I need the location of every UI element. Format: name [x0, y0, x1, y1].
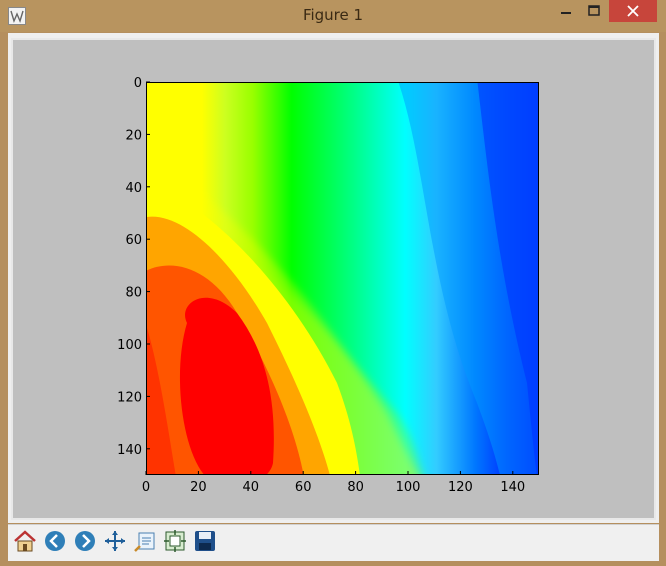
x-tick-label: 140	[500, 480, 525, 495]
x-tick-label: 80	[347, 480, 364, 495]
configure-subplots-button[interactable]	[161, 529, 189, 557]
x-tick-label: 100	[396, 480, 421, 495]
close-icon	[627, 2, 639, 21]
x-tick-label: 20	[190, 480, 207, 495]
zoom-rect-icon	[133, 529, 157, 557]
heatmap-plot[interactable]	[146, 82, 539, 475]
pan-move-icon	[103, 529, 127, 557]
y-tick-label: 0	[134, 76, 142, 91]
x-tick-label: 0	[142, 480, 150, 495]
zoom-button[interactable]	[131, 529, 159, 557]
maximize-icon	[588, 2, 600, 21]
forward-arrow-icon	[73, 529, 97, 557]
y-tick-label: 120	[117, 390, 142, 405]
title-bar: Figure 1	[0, 0, 666, 32]
home-icon	[13, 529, 37, 557]
heatmap-image	[147, 83, 538, 474]
y-tick-label: 140	[117, 443, 142, 458]
y-tick-label: 80	[125, 286, 142, 301]
window-title: Figure 1	[302, 6, 364, 24]
navigation-toolbar	[8, 524, 659, 561]
y-tick-label: 100	[117, 338, 142, 353]
x-tick-label: 120	[448, 480, 473, 495]
pan-button[interactable]	[101, 529, 129, 557]
y-tick-label: 20	[125, 128, 142, 143]
maximize-button[interactable]	[580, 0, 608, 22]
home-button[interactable]	[11, 529, 39, 557]
x-tick-label: 60	[295, 480, 312, 495]
minimize-icon	[560, 2, 572, 21]
subplots-icon	[163, 529, 187, 557]
back-arrow-icon	[43, 529, 67, 557]
back-button[interactable]	[41, 529, 69, 557]
forward-button[interactable]	[71, 529, 99, 557]
minimize-button[interactable]	[552, 0, 580, 22]
y-tick-label: 60	[125, 233, 142, 248]
x-tick-label: 40	[243, 480, 260, 495]
close-button[interactable]	[609, 0, 657, 22]
y-tick-label: 40	[125, 181, 142, 196]
save-button[interactable]	[191, 529, 219, 557]
app-icon	[8, 7, 26, 25]
save-floppy-icon	[193, 529, 217, 557]
